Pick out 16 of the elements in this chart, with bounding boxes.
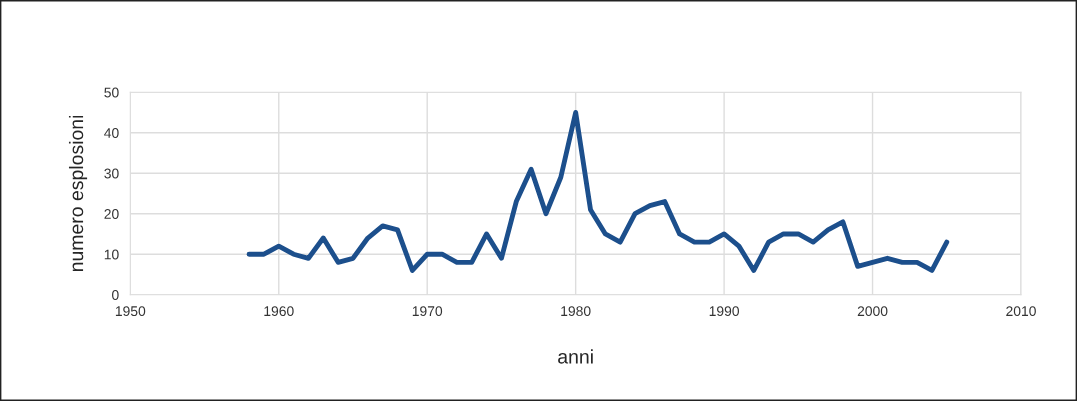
y-tick-label: 40 <box>104 128 119 138</box>
y-tick-label: 10 <box>104 249 119 260</box>
x-tick-label: 2000 <box>857 306 888 317</box>
y-tick-label: 50 <box>104 87 119 98</box>
x-tick-label: 1970 <box>412 306 443 317</box>
y-tick-label: 20 <box>104 209 119 219</box>
y-axis-title: numero esplosioni <box>68 115 88 272</box>
x-tick-label: 1990 <box>709 306 740 317</box>
x-tick-label: 1980 <box>561 306 591 317</box>
y-tick-label: 30 <box>104 168 119 179</box>
line-series <box>246 110 950 273</box>
x-tick-label: 1950 <box>115 306 146 317</box>
x-tick-label: 2010 <box>1006 306 1036 317</box>
y-tick-label: 0 <box>112 290 119 300</box>
x-axis-title: anni <box>558 349 593 364</box>
x-tick-label: 1960 <box>264 306 294 317</box>
